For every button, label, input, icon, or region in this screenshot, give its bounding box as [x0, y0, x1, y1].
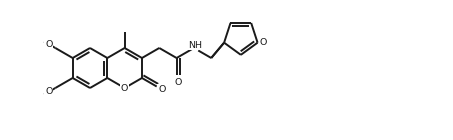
Text: O: O: [45, 87, 53, 96]
Text: O: O: [174, 78, 182, 87]
Text: O: O: [45, 40, 53, 49]
Text: O: O: [260, 38, 267, 47]
Text: NH: NH: [188, 40, 202, 50]
Text: O: O: [121, 83, 128, 93]
Text: O: O: [158, 85, 165, 94]
